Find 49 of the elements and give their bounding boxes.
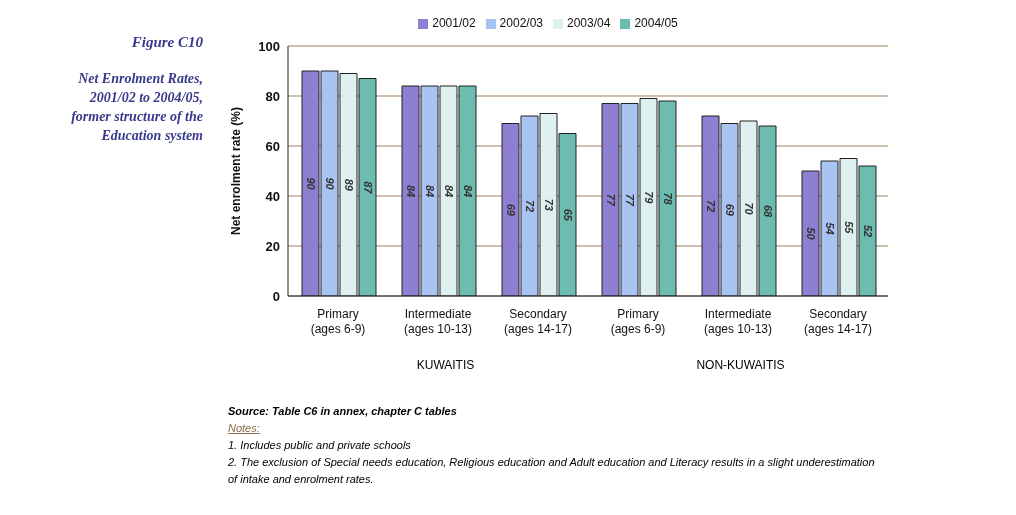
data-label: 79 [642, 191, 655, 205]
data-label: 55 [842, 221, 855, 235]
data-label: 50 [804, 227, 817, 241]
legend-label: 2001/02 [432, 16, 476, 30]
data-label: 69 [723, 203, 736, 217]
y-tick-label: 20 [265, 238, 280, 254]
legend-label: 2004/05 [634, 16, 678, 30]
legend-label: 2003/04 [567, 16, 611, 30]
data-label: 72 [523, 199, 536, 213]
x-tick-label: Primary (ages 6-9) [310, 307, 366, 336]
data-label: 84 [404, 184, 417, 198]
data-label: 90 [304, 177, 317, 191]
x-tick-label: Intermediate (ages 10-13) [703, 307, 773, 336]
data-label: 72 [704, 199, 717, 213]
data-label: 52 [861, 224, 874, 238]
text: NON-KUWAITIS [695, 358, 786, 372]
y-tick-label: 60 [265, 138, 280, 154]
data-label: 69 [504, 203, 517, 217]
text: Notes: [228, 421, 261, 436]
data-label: 77 [604, 193, 617, 207]
text: Net Enrolment Rates, 2001/02 to 2004/05, former structure of the Education system [70, 70, 203, 145]
text: 2. The exclusion of Special needs education, Religious education and Adult education and Literacy results in a slight underestimation of intake and enrolment rates. [228, 455, 876, 487]
text: 1. Includes public and private schools [228, 438, 412, 453]
text: KUWAITIS [415, 358, 476, 372]
data-label: 77 [623, 193, 636, 207]
data-label: 87 [361, 181, 374, 195]
data-label: 84 [461, 184, 474, 198]
x-tick-label: Intermediate (ages 10-13) [403, 307, 473, 336]
x-tick-label: Primary (ages 6-9) [610, 307, 666, 336]
data-label: 89 [342, 178, 355, 192]
x-tick-label: Secondary (ages 14-17) [503, 307, 573, 336]
data-label: 84 [442, 184, 455, 198]
y-tick-label: 80 [265, 88, 280, 104]
y-tick-label: 40 [265, 188, 280, 204]
y-tick-label: 100 [258, 38, 280, 54]
data-label: 73 [542, 198, 555, 211]
data-label: 54 [823, 222, 836, 235]
y-axis-title: Net enrolment rate (%) [229, 106, 244, 236]
legend-label: 2002/03 [499, 16, 543, 30]
data-label: 68 [761, 204, 774, 218]
y-tick-label: 0 [272, 288, 280, 304]
text: Figure C10 [130, 34, 203, 51]
data-label: 65 [561, 208, 574, 222]
source-note: Source: Table C6 in annex, chapter C tables [228, 404, 458, 419]
data-label: 78 [661, 192, 674, 206]
data-label: 90 [323, 177, 336, 191]
data-label: 84 [423, 184, 436, 198]
x-tick-label: Secondary (ages 14-17) [803, 307, 873, 336]
data-label: 70 [742, 202, 755, 216]
